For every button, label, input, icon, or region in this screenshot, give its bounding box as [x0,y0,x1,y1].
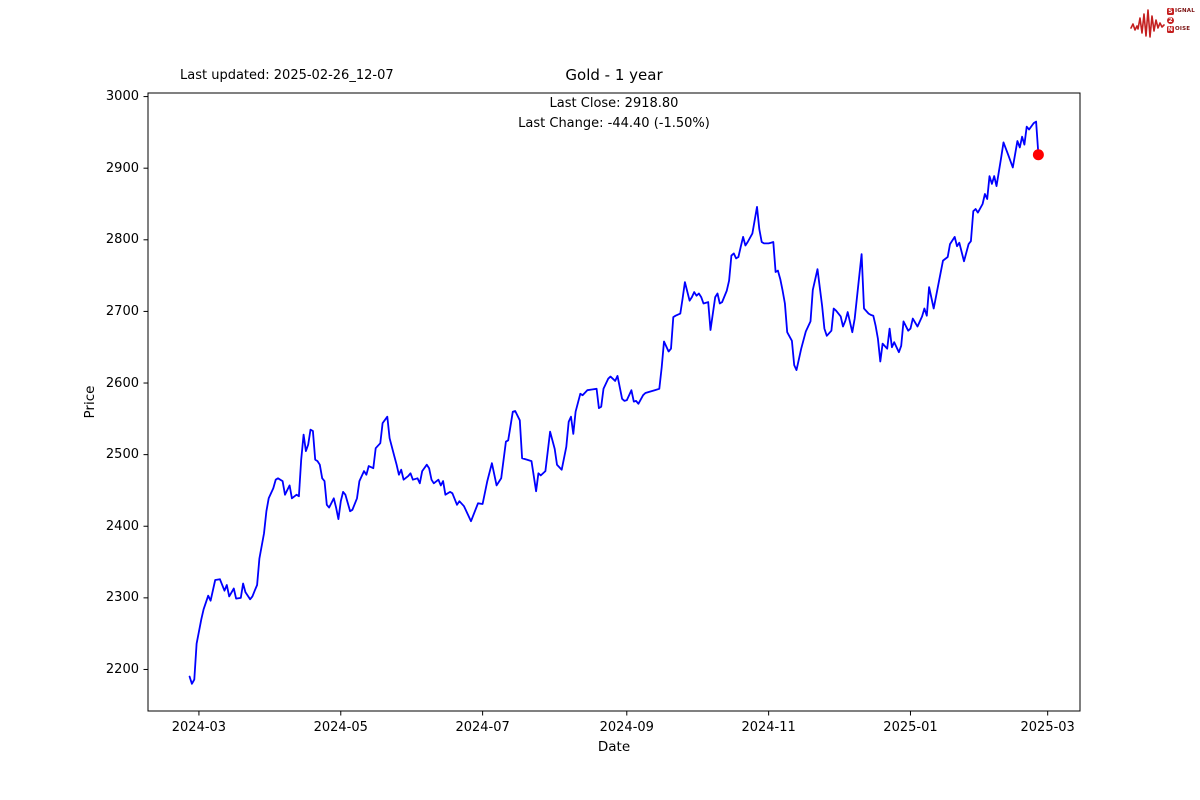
logo-noise-rest: OISE [1175,26,1191,32]
logo-signal-rest: IGNAL [1175,8,1195,14]
y-tick-label: 2200 [105,661,139,677]
x-tick-label: 2024-05 [313,720,368,735]
last-updated-text: Last updated: 2025-02-26_12-07 [180,68,394,83]
x-tick-label: 2024-03 [171,720,227,735]
logo-badge-s: S [1167,8,1174,15]
waveform-icon [1130,9,1165,38]
y-tick-label: 2300 [105,590,139,606]
y-tick-label: 2800 [105,232,139,248]
y-axis-label: Price [82,385,98,419]
signal-2-noise-logo: S IGNAL 2 N OISE [1130,4,1195,44]
y-tick-label: 2500 [105,447,139,463]
logo-badge-2: 2 [1167,17,1174,24]
x-tick-label: 2025-01 [883,720,938,735]
y-tick-label: 2900 [105,160,139,176]
logo-text: S IGNAL 2 N OISE [1167,7,1195,34]
y-tick-label: 2400 [105,518,139,534]
logo-badge-n: N [1167,26,1174,33]
x-tick-label: 2024-07 [455,720,510,735]
logo-row-2: 2 [1167,16,1195,25]
logo-row-signal: S IGNAL [1167,7,1195,16]
logo-row-noise: N OISE [1167,25,1195,34]
chart-title: Gold - 1 year [565,66,663,84]
last-close-text: Last Close: 2918.80 [549,96,679,111]
last-change-text: Last Change: -44.40 (-1.50%) [518,116,710,131]
y-tick-label: 2600 [105,375,139,391]
x-axis-label: Date [597,739,631,755]
x-tick-label: 2024-11 [741,720,796,735]
y-tick-label: 2700 [105,303,139,319]
x-tick-label: 2024-09 [599,720,654,735]
x-tick-label: 2025-03 [1020,720,1075,735]
y-tick-label: 3000 [105,89,139,105]
